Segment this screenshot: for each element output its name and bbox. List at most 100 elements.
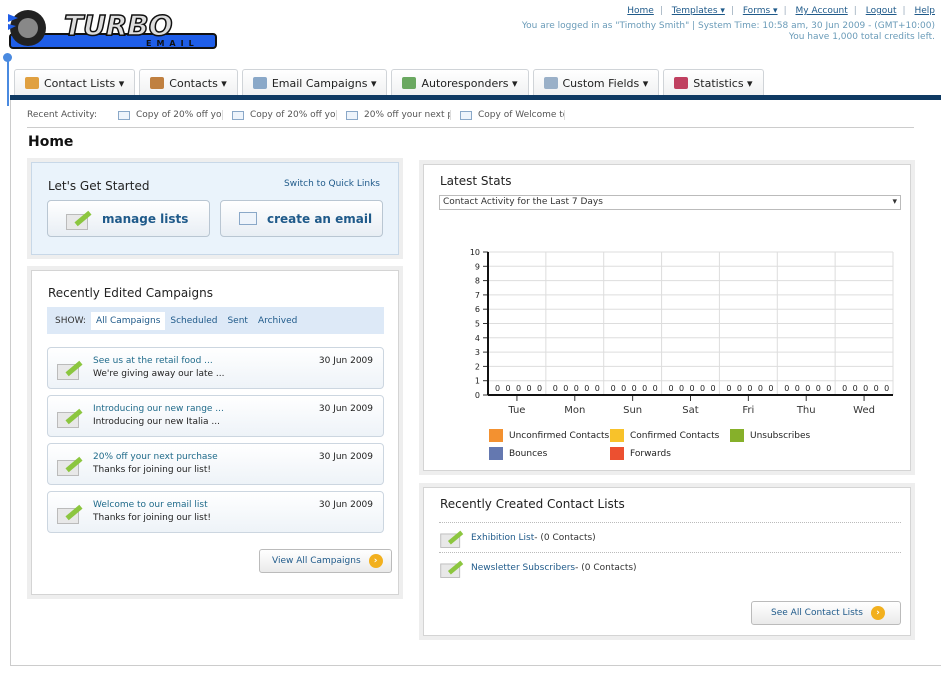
- data-label: 0: [574, 384, 579, 393]
- campaign-title[interactable]: Introducing our new range ...: [93, 404, 224, 414]
- edit-email-icon: [57, 455, 83, 476]
- data-label: 0: [584, 384, 589, 393]
- contact-list-link[interactable]: Newsletter Subscribers: [471, 562, 576, 573]
- logout-link[interactable]: Logout: [865, 6, 897, 16]
- tab-folder-contacts[interactable]: Contact Lists ▾: [14, 69, 136, 96]
- tab-label: Contact Lists ▾: [44, 76, 125, 90]
- tab-envelope-arrow[interactable]: Autoresponders ▾: [391, 69, 529, 96]
- campaign-item[interactable]: Introducing our new range ... Introducing…: [47, 395, 384, 437]
- data-label: 0: [784, 384, 789, 393]
- recent-contact-lists-panel: Recently Created Contact Lists Exhibitio…: [423, 487, 911, 636]
- filter-sent[interactable]: Sent: [227, 315, 248, 326]
- legend-item: Bounces: [489, 447, 547, 460]
- arrow-right-icon: ›: [368, 554, 383, 568]
- data-label: 0: [700, 384, 705, 393]
- y-tick-label: 8: [475, 277, 480, 286]
- see-all-contact-lists-button[interactable]: See All Contact Lists ›: [751, 601, 901, 625]
- home-link[interactable]: Home: [627, 6, 654, 16]
- tab-document[interactable]: Custom Fields ▾: [532, 69, 660, 96]
- x-tick-label: Sat: [682, 405, 698, 416]
- contact-list-item: Exhibition List - (0 Contacts): [439, 522, 901, 552]
- data-label: 0: [505, 384, 510, 393]
- legend-label: Bounces: [509, 448, 548, 459]
- divider: [27, 127, 914, 128]
- data-label: 0: [653, 384, 658, 393]
- item-label: Copy of 20% off yo: [250, 110, 336, 120]
- panel-title: Recently Edited Campaigns: [48, 286, 213, 300]
- x-tick-label: Mon: [564, 405, 585, 416]
- campaign-item[interactable]: See us at the retail food ... We're givin…: [47, 347, 384, 389]
- legend-label: Forwards: [630, 448, 671, 459]
- data-label: 0: [737, 384, 742, 393]
- x-tick-label: Fri: [742, 405, 754, 416]
- forms-menu[interactable]: Forms ▾: [742, 6, 778, 16]
- folder-contacts-icon: [25, 77, 39, 89]
- help-link[interactable]: Help: [914, 6, 935, 16]
- templates-menu[interactable]: Templates ▾: [671, 6, 725, 16]
- contact-list-link[interactable]: Exhibition List: [471, 532, 535, 543]
- arrow-right-icon: ›: [870, 606, 885, 620]
- y-tick-label: 4: [475, 334, 480, 343]
- create-email-button[interactable]: create an email: [220, 200, 383, 237]
- nav-bar: [10, 95, 941, 100]
- edit-email-icon: [57, 407, 83, 428]
- view-all-campaigns-button[interactable]: View All Campaigns ›: [259, 549, 392, 573]
- filter-scheduled[interactable]: Scheduled: [170, 315, 218, 326]
- tab-envelope[interactable]: Email Campaigns ▾: [241, 69, 388, 96]
- recent-activity: Recent Activity: Copy of 20% off yo Copy …: [27, 108, 566, 122]
- users-icon: [150, 77, 165, 89]
- panel-title: Let's Get Started: [48, 179, 150, 193]
- data-label: 0: [758, 384, 763, 393]
- campaign-date: 30 Jun 2009: [318, 452, 373, 462]
- data-label: 0: [874, 384, 879, 393]
- login-status: You are logged in as "Timothy Smith" | S…: [521, 21, 935, 31]
- campaign-item[interactable]: Welcome to our email list Thanks for join…: [47, 491, 384, 533]
- campaign-item[interactable]: 20% off your next purchase Thanks for joi…: [47, 443, 384, 485]
- tab-bar-chart[interactable]: Statistics ▾: [663, 69, 764, 96]
- data-label: 0: [816, 384, 821, 393]
- button-label: manage lists: [102, 211, 189, 226]
- latest-stats-panel: Latest Stats Contact Activity for the La…: [423, 164, 911, 471]
- panel-title: Latest Stats: [440, 174, 512, 188]
- recent-activity-item[interactable]: Copy of 20% off yo: [113, 110, 224, 120]
- filter-archived[interactable]: Archived: [257, 315, 298, 326]
- legend-label: Unsubscribes: [750, 430, 811, 441]
- show-label: SHOW:: [55, 315, 86, 326]
- turbo-email-logo: TURBO EMAIL: [8, 8, 217, 49]
- campaign-title[interactable]: See us at the retail food ...: [93, 356, 213, 366]
- x-tick-label: Tue: [507, 405, 525, 416]
- x-tick-label: Sun: [623, 405, 642, 416]
- bar-chart-icon: [674, 77, 689, 89]
- y-tick-label: 7: [475, 291, 480, 300]
- manage-lists-button[interactable]: manage lists: [47, 200, 210, 237]
- button-label: create an email: [267, 211, 373, 226]
- document-icon: [543, 77, 558, 89]
- item-label: Copy of Welcome to: [478, 110, 566, 120]
- recent-activity-item[interactable]: Copy of Welcome to: [455, 110, 566, 120]
- campaign-title[interactable]: Welcome to our email list: [93, 500, 208, 510]
- recent-activity-item[interactable]: Copy of 20% off yo: [227, 110, 338, 120]
- my-account-link[interactable]: My Account: [795, 6, 848, 16]
- campaign-description: Introducing our new Italia ...: [93, 417, 220, 427]
- panel-title: Recently Created Contact Lists: [440, 497, 625, 511]
- recent-activity-item[interactable]: 20% off your next p: [341, 110, 452, 120]
- data-label: 0: [853, 384, 858, 393]
- tab-users[interactable]: Contacts ▾: [139, 69, 238, 96]
- edit-email-icon: [57, 503, 83, 524]
- legend-item: Forwards: [610, 447, 671, 460]
- decor-line: [7, 56, 9, 106]
- campaign-title[interactable]: 20% off your next purchase: [93, 452, 218, 462]
- filter-all-campaigns[interactable]: All Campaigns: [90, 311, 166, 330]
- legend-swatch: [489, 447, 503, 460]
- data-label: 0: [495, 384, 500, 393]
- data-label: 0: [826, 384, 831, 393]
- stats-period-select[interactable]: Contact Activity for the Last 7 Days: [439, 195, 901, 210]
- legend-swatch: [489, 429, 503, 442]
- switch-quick-links-link[interactable]: Switch to Quick Links: [284, 179, 380, 189]
- campaign-date: 30 Jun 2009: [318, 356, 373, 366]
- data-label: 0: [690, 384, 695, 393]
- tab-label: Email Campaigns ▾: [271, 76, 377, 90]
- legend-swatch: [610, 429, 624, 442]
- data-label: 0: [842, 384, 847, 393]
